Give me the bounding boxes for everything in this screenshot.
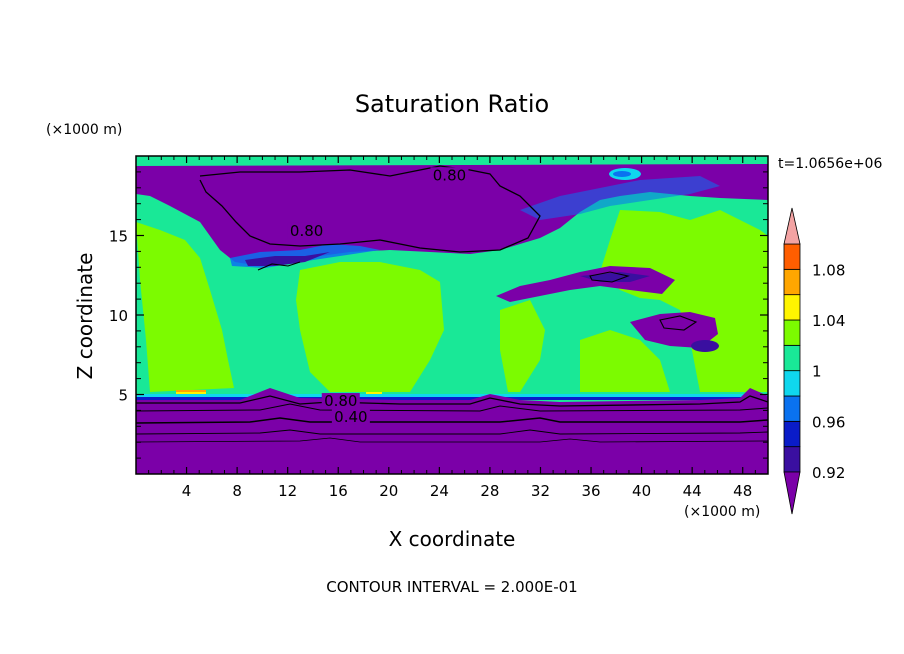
contour-label: 0.80 bbox=[290, 222, 323, 240]
contour-right-080 bbox=[589, 271, 630, 283]
boundary-blue bbox=[136, 397, 768, 400]
contour-label-bg bbox=[321, 393, 360, 410]
y-tick-label: 5 bbox=[118, 387, 128, 405]
lime-cell-center bbox=[296, 262, 444, 392]
upper-right-lilac bbox=[520, 176, 720, 220]
x-tick-label: 8 bbox=[232, 482, 242, 500]
colorbar-tick-label: 1 bbox=[812, 363, 822, 381]
y-unit-label: (×1000 m) bbox=[46, 122, 122, 138]
colorbar-box bbox=[783, 446, 801, 473]
contour-lower-060 bbox=[136, 403, 768, 412]
x-tick-label: 4 bbox=[182, 482, 192, 500]
contour-label-bg bbox=[331, 408, 370, 425]
x-tick-label: 16 bbox=[329, 482, 348, 500]
x-tick-label: 36 bbox=[581, 482, 600, 500]
colorbar-box bbox=[783, 395, 801, 422]
y-tick-label: 15 bbox=[109, 228, 128, 246]
lime-cell-right bbox=[600, 210, 768, 392]
x-tick-label: 12 bbox=[278, 482, 297, 500]
colorbar-box bbox=[783, 344, 801, 372]
contour-label: 0.80 bbox=[433, 166, 466, 184]
x-axis-label: X coordinate bbox=[389, 527, 516, 551]
supersat-yellow-center bbox=[366, 392, 382, 395]
y-axis-label: Z coordinate bbox=[73, 253, 97, 380]
upper-cloud-core bbox=[245, 252, 330, 266]
plot-area: 0.800.800.800.40 bbox=[136, 156, 768, 474]
colorbar-under-triangle bbox=[783, 471, 801, 515]
x-unit-label: (×1000 m) bbox=[684, 504, 760, 520]
boundary-cyan bbox=[136, 394, 768, 398]
upper-right-blue-patch bbox=[613, 171, 631, 177]
time-label: t=1.0656e+06 bbox=[778, 156, 882, 172]
y-axis: 5 10 15 bbox=[109, 171, 768, 459]
lower-dry-layer bbox=[136, 388, 768, 474]
colorbar-box bbox=[783, 319, 801, 346]
colorbar-tick-label: 0.92 bbox=[812, 464, 845, 482]
contour-label: 0.40 bbox=[334, 408, 367, 426]
contour-upper-080 bbox=[199, 165, 541, 253]
lime-cell-left2 bbox=[148, 258, 198, 384]
colorbar-tick-label: 0.96 bbox=[812, 413, 845, 431]
contour-label: 0.80 bbox=[324, 392, 357, 410]
lime-cell-mid-right bbox=[500, 300, 545, 392]
contour-interval-footer: CONTOUR INTERVAL = 2.000E-01 bbox=[326, 578, 577, 596]
colorbar-box bbox=[783, 268, 801, 296]
contour-label-bg bbox=[430, 167, 469, 184]
colorbar-tick-label: 1.04 bbox=[812, 312, 845, 330]
right-mid-patch-small bbox=[691, 340, 719, 352]
x-tick-label: 48 bbox=[733, 482, 752, 500]
contour-labels: 0.800.800.800.40 bbox=[287, 166, 469, 426]
contour-mid-080 bbox=[257, 261, 301, 271]
right-mid-patch bbox=[630, 312, 718, 348]
contour-right-080b bbox=[659, 315, 698, 331]
colorbar-over-triangle bbox=[783, 207, 801, 245]
contour-lower-040 bbox=[136, 417, 768, 424]
x-tick-label: 32 bbox=[531, 482, 550, 500]
colorbar: 0.92 0.96 1 1.04 1.08 bbox=[783, 207, 845, 515]
x-tick-label: 24 bbox=[430, 482, 449, 500]
x-tick-label: 44 bbox=[683, 482, 702, 500]
colorbar-box bbox=[783, 294, 801, 321]
x-tick-label: 40 bbox=[632, 482, 651, 500]
x-axis: 4 8 12 16 20 24 28 32 36 40 44 48 bbox=[148, 156, 756, 500]
contour-label-bg bbox=[287, 222, 326, 239]
chart-title: Saturation Ratio bbox=[355, 90, 549, 118]
colorbar-box bbox=[783, 243, 801, 270]
x-tick-label: 28 bbox=[480, 482, 499, 500]
contour-lower-000 bbox=[136, 437, 768, 443]
x-tick-label: 20 bbox=[379, 482, 398, 500]
colorbar-tick-label: 1.08 bbox=[812, 261, 845, 279]
y-tick-label: 10 bbox=[109, 307, 128, 325]
lime-cell-far-right bbox=[580, 330, 670, 392]
colorbar-box bbox=[783, 420, 801, 448]
contour-lower-080 bbox=[136, 395, 768, 407]
contour-lower-020 bbox=[136, 429, 768, 435]
colorbar-box bbox=[783, 370, 801, 397]
supersat-yellow-left bbox=[176, 392, 206, 394]
